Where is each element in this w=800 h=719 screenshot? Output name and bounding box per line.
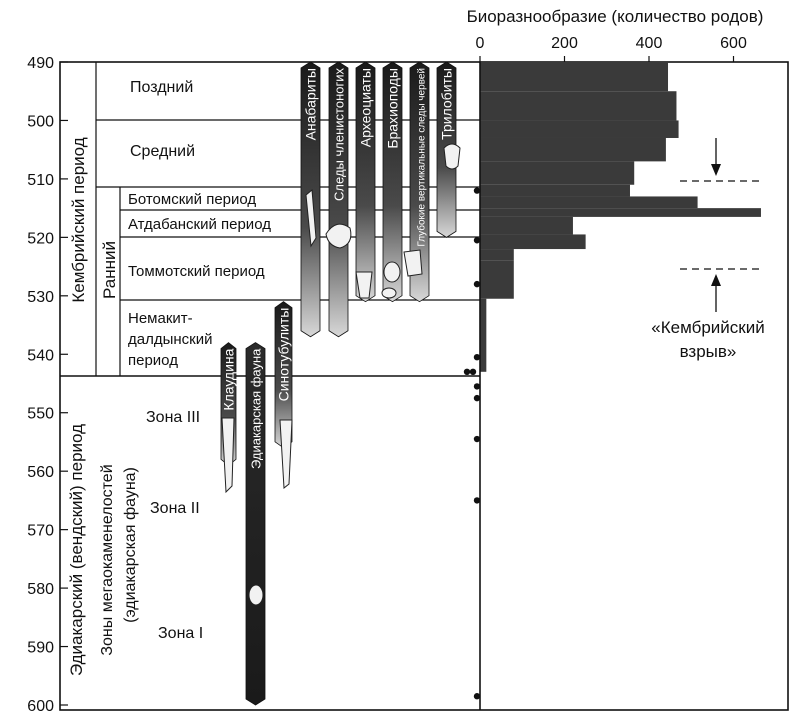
botomian-label: Ботомский период xyxy=(128,191,256,208)
x-tick-label: 0 xyxy=(476,35,485,52)
age-marker-dot xyxy=(473,237,481,244)
diversity-bar xyxy=(480,62,669,92)
diversity-bar xyxy=(480,196,698,209)
diversity-bar xyxy=(480,234,586,250)
age-marker-dot xyxy=(473,435,481,443)
age-marker-dot xyxy=(473,394,481,402)
zone-3-label: Зона III xyxy=(146,409,200,426)
diversity-bars xyxy=(480,62,761,372)
down-arrow-head xyxy=(711,164,721,176)
zones-label-1: Зоны мегаокаменелостей xyxy=(99,464,116,655)
trilobite-fossil-icon xyxy=(443,143,461,170)
taxon-range-bar xyxy=(409,61,430,303)
x-tick-label: 600 xyxy=(720,35,747,52)
y-tick-label: 540 xyxy=(27,347,54,364)
y-tick-label: 570 xyxy=(27,523,54,540)
worm-burrow-fossil-icon xyxy=(403,249,423,277)
fossil-illustrations xyxy=(221,143,461,606)
zone-2-label: Зона II xyxy=(150,500,200,517)
zones-label-2: (эдиакарская фауна) xyxy=(122,467,139,623)
y-tick-label: 550 xyxy=(27,406,54,423)
plot-frame xyxy=(59,61,789,711)
middle-label: Средний xyxy=(130,143,195,160)
brachiopod-fossil-icon xyxy=(383,261,401,283)
nemakit-label-3: период xyxy=(128,352,178,369)
diversity-bar xyxy=(480,260,514,299)
diversity-bar xyxy=(480,208,761,217)
y-tick-label: 510 xyxy=(27,172,54,189)
age-marker-dot xyxy=(473,497,481,504)
taxon-range-bar xyxy=(328,61,349,338)
x-tick-label: 400 xyxy=(636,35,663,52)
cambrian-period-label: Кембрийский период xyxy=(69,137,88,302)
y-tick-label: 560 xyxy=(27,464,54,481)
anabarites-fossil-icon xyxy=(305,189,317,248)
diversity-bar xyxy=(480,120,679,138)
age-marker-dot xyxy=(473,693,481,700)
taxon-label: Следы членистоногих xyxy=(332,68,347,201)
ediacaran-period-label: Эдиакарский (вендский) период xyxy=(67,424,86,676)
ediacaran-fossil-icon xyxy=(248,584,264,606)
late-label: Поздний xyxy=(130,79,193,96)
taxon-ranges: Клаудина Эдиакарская фауна Синотубулиты Ана… xyxy=(221,61,457,706)
atdabanian-label: Атдабанский период xyxy=(128,216,271,233)
x-tick-label: 200 xyxy=(551,35,578,52)
up-arrow-head xyxy=(711,274,721,286)
taxon-label: Синотубулиты xyxy=(276,308,292,402)
y-tick-label: 600 xyxy=(27,698,54,715)
diversity-bar xyxy=(480,216,573,235)
archaeocyath-fossil-icon xyxy=(355,271,373,299)
y-tick-label: 590 xyxy=(27,640,54,657)
diversity-bar xyxy=(480,249,514,261)
sinotubulites-fossil-icon xyxy=(279,419,293,489)
diversity-bar xyxy=(480,161,635,185)
y-tick-label: 580 xyxy=(27,581,54,598)
taxon-range-bar xyxy=(245,342,266,706)
age-marker-dot xyxy=(473,187,481,194)
arthropod-trace-fossil-icon xyxy=(325,223,352,249)
taxon-label: Анабариты xyxy=(303,68,319,140)
y-tick-label: 520 xyxy=(27,230,54,247)
taxon-label: Трилобиты xyxy=(439,68,455,140)
diversity-bar xyxy=(480,184,630,197)
nemakit-label-2: далдынский xyxy=(128,331,213,348)
tommotian-label: Томмотский период xyxy=(128,263,265,280)
y-tick-label: 500 xyxy=(27,113,54,130)
taxon-range-bar xyxy=(355,61,376,303)
nemakit-label-1: Немакит- xyxy=(128,310,193,327)
taxon-label: Глубокие вертикальные следы червей xyxy=(416,68,428,247)
age-marker-dot xyxy=(473,383,481,390)
early-label: Ранний xyxy=(100,241,119,299)
chart-title: Биоразнообразие (количество родов) xyxy=(467,7,764,26)
taxon-label: Клаудина xyxy=(221,348,237,410)
age-marker-dot xyxy=(469,368,477,376)
age-markers xyxy=(463,187,481,700)
diversity-bar xyxy=(480,298,487,372)
cambrian-explosion-annotation xyxy=(680,138,760,312)
cloudina-fossil-icon xyxy=(221,417,235,494)
y-tick-label: 530 xyxy=(27,289,54,306)
taxon-label: Археоциаты xyxy=(358,68,374,147)
taxon-range-bar xyxy=(274,301,293,449)
age-marker-dot xyxy=(473,280,481,288)
diversity-bar xyxy=(480,137,666,162)
taxon-label: Брахиоподы xyxy=(385,68,401,149)
cambrian-explosion-label-1: «Кембрийский xyxy=(651,318,764,337)
zone-1-label: Зона I xyxy=(158,625,203,642)
age-marker-dot xyxy=(463,368,471,376)
x-axis: 0 200 400 600 xyxy=(476,35,747,62)
brachiopod-fossil-icon-2 xyxy=(381,287,397,299)
taxon-label: Эдиакарская фауна xyxy=(249,348,264,469)
cambrian-explosion-label-2: взрыв» xyxy=(680,342,737,361)
age-marker-dot xyxy=(473,353,481,361)
y-tick-label: 490 xyxy=(27,55,54,72)
diversity-bar xyxy=(480,91,677,121)
y-axis: 490 500 510 520 530 540 550 560 570 580 590 600 xyxy=(27,55,68,715)
